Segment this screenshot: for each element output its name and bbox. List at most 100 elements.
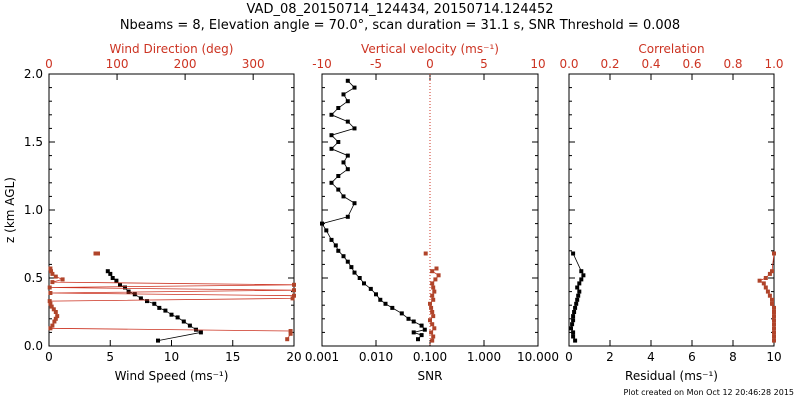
data-point-residual	[571, 334, 576, 339]
top-x-tick-label: 0	[45, 57, 53, 71]
data-point-residual	[571, 314, 576, 319]
data-point-vertical-velocity	[430, 338, 435, 343]
data-point-wind-speed	[123, 285, 127, 290]
data-point-SNR	[333, 243, 338, 248]
top-x-tick-label: 100	[106, 57, 129, 71]
data-point-correlation	[770, 269, 774, 274]
data-point-SNR	[336, 140, 341, 144]
data-point-vertical-velocity	[428, 301, 432, 306]
data-point-isolated	[423, 251, 428, 256]
data-point-correlation	[770, 297, 774, 302]
data-point-residual	[581, 273, 586, 278]
data-point-residual	[569, 326, 573, 331]
data-point-wind-direction	[292, 293, 296, 298]
data-point-correlation	[767, 293, 772, 298]
data-point-SNR	[352, 85, 357, 90]
data-point-SNR	[341, 194, 346, 199]
top-x-axis-label: Wind Direction (deg)	[110, 42, 234, 56]
data-point-SNR	[378, 297, 383, 302]
top-x-tick-label: 0.0	[559, 57, 578, 71]
data-point-residual	[572, 310, 577, 314]
x-tick-label: 8	[729, 350, 737, 364]
data-point-SNR	[324, 228, 329, 233]
data-point-residual	[571, 318, 576, 323]
data-point-wind-direction	[288, 331, 293, 336]
data-point-SNR	[349, 265, 354, 270]
data-point-residual	[573, 338, 578, 343]
x-tick-label: 10	[766, 350, 781, 364]
data-point-SNR	[368, 286, 373, 291]
data-point-wind-direction	[51, 307, 56, 312]
data-point-wind-direction	[49, 269, 53, 274]
data-point-wind-direction	[49, 304, 54, 309]
top-x-tick-label: 300	[242, 57, 265, 71]
x-tick-label: 0.100	[413, 350, 447, 364]
data-point-residual	[574, 301, 579, 306]
data-point-wind-direction	[48, 266, 53, 271]
panel-frame	[568, 73, 775, 347]
x-axis-label: Wind Speed (ms⁻¹)	[115, 369, 229, 383]
data-point-vertical-velocity	[433, 277, 438, 282]
top-x-tick-label: 0.4	[641, 57, 660, 71]
data-point-correlation	[770, 301, 774, 306]
data-point-wind-direction	[292, 288, 296, 293]
data-point-correlation	[772, 322, 776, 327]
data-point-residual	[576, 293, 581, 298]
data-point-correlation	[772, 334, 776, 339]
data-point-SNR	[329, 133, 334, 138]
data-point-wind-direction	[60, 277, 65, 282]
data-point-wind-speed	[114, 278, 119, 283]
data-point-wind-direction	[47, 285, 52, 290]
data-point-residual	[575, 297, 580, 302]
series-line-SNR	[321, 80, 426, 340]
data-point-correlation	[761, 281, 766, 286]
x-tick-label: 10.000	[517, 350, 559, 364]
data-point-SNR	[320, 221, 324, 226]
data-point-wind-speed	[138, 296, 143, 301]
data-point-vertical-velocity	[432, 289, 437, 294]
data-point-wind-direction	[47, 299, 52, 304]
y-tick-label: 0.5	[24, 271, 43, 285]
top-x-tick-label: 5	[480, 57, 488, 71]
data-point-wind-direction	[48, 291, 53, 295]
data-point-wind-direction	[288, 329, 293, 333]
y-tick-label: 1.0	[24, 203, 43, 217]
data-point-vertical-velocity	[436, 273, 441, 278]
data-point-SNR	[352, 126, 357, 131]
top-x-tick-label: 1.0	[764, 57, 783, 71]
data-point-correlation	[772, 326, 776, 331]
data-point-SNR	[345, 167, 350, 172]
data-point-SNR	[329, 180, 334, 185]
x-tick-label: 0	[45, 350, 53, 364]
data-point-SNR	[345, 119, 350, 124]
top-x-tick-label: -10	[312, 57, 332, 71]
data-point-wind-direction	[50, 280, 55, 285]
x-axis-label: SNR	[418, 369, 443, 383]
data-point-vertical-velocity	[431, 334, 436, 339]
data-point-SNR	[406, 316, 411, 321]
y-tick-label: 2.0	[24, 67, 43, 81]
data-point-SNR	[399, 311, 404, 316]
data-point-isolated	[93, 251, 98, 256]
top-x-tick-label: -5	[370, 57, 382, 71]
data-point-wind-direction	[292, 282, 296, 287]
data-point-SNR	[329, 112, 334, 117]
x-tick-label: 15	[225, 350, 240, 364]
data-point-wind-direction	[285, 337, 290, 342]
data-point-vertical-velocity	[430, 293, 435, 298]
x-tick-label: 0	[565, 350, 573, 364]
data-point-wind-direction	[290, 296, 295, 301]
data-point-wind-speed	[126, 289, 131, 294]
data-point-SNR	[352, 201, 357, 206]
data-point-residual	[573, 305, 578, 310]
data-point-vertical-velocity	[429, 305, 434, 310]
data-point-wind-speed	[198, 330, 203, 335]
data-point-SNR	[345, 78, 350, 83]
x-axis-label: Residual (ms⁻¹)	[625, 369, 718, 383]
data-point-wind-direction	[52, 319, 57, 324]
data-point-vertical-velocity	[431, 297, 436, 302]
data-point-wind-speed	[156, 338, 160, 343]
data-point-wind-direction	[53, 316, 58, 321]
x-tick-label: 10	[164, 350, 179, 364]
data-point-wind-speed	[108, 271, 113, 276]
